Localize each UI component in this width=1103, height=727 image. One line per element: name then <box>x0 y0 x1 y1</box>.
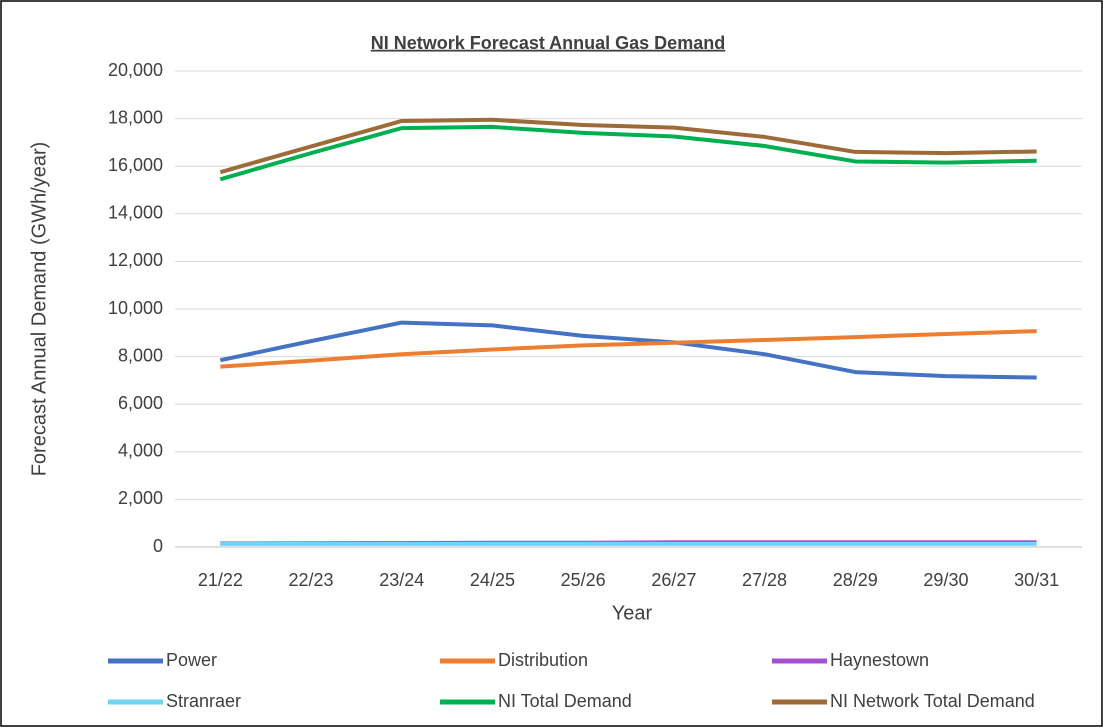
series-line <box>220 329 1037 369</box>
series-line <box>219 320 1037 380</box>
y-tick-label: 2,000 <box>118 488 163 508</box>
x-tick-label: 22/23 <box>289 570 334 590</box>
x-tick-label: 21/22 <box>198 570 243 590</box>
y-tick-label: 0 <box>153 536 163 556</box>
y-tick-label: 12,000 <box>108 250 163 270</box>
x-tick-label: 29/30 <box>923 570 968 590</box>
y-tick-label: 6,000 <box>118 393 163 413</box>
y-tick-label: 20,000 <box>108 60 163 80</box>
x-tick-label: 27/28 <box>742 570 787 590</box>
y-tick-label: 10,000 <box>108 298 163 318</box>
y-tick-label: 8,000 <box>118 345 163 365</box>
x-tick-label: 24/25 <box>470 570 515 590</box>
series-line <box>219 117 1037 175</box>
x-tick-label: 28/29 <box>833 570 878 590</box>
legend-label: Haynestown <box>830 650 929 670</box>
y-tick-label: 14,000 <box>108 203 163 223</box>
legend-label: Distribution <box>498 650 588 670</box>
legend-label: NI Network Total Demand <box>830 691 1035 711</box>
series-line <box>219 124 1037 182</box>
x-tick-label: 23/24 <box>379 570 424 590</box>
y-axis-label: Forecast Annual Demand (GWh/year) <box>28 142 50 477</box>
x-tick-label: 26/27 <box>651 570 696 590</box>
y-tick-label: 16,000 <box>108 155 163 175</box>
legend-label: Stranraer <box>166 691 241 711</box>
x-tick-label: 30/31 <box>1014 570 1059 590</box>
y-tick-label: 18,000 <box>108 107 163 127</box>
x-tick-label: 25/26 <box>561 570 606 590</box>
legend-label: Power <box>166 650 217 670</box>
x-axis-label: Year <box>612 602 653 624</box>
legend-label: NI Total Demand <box>498 691 632 711</box>
chart-title: NI Network Forecast Annual Gas Demand <box>371 33 725 53</box>
y-tick-label: 4,000 <box>118 441 163 461</box>
